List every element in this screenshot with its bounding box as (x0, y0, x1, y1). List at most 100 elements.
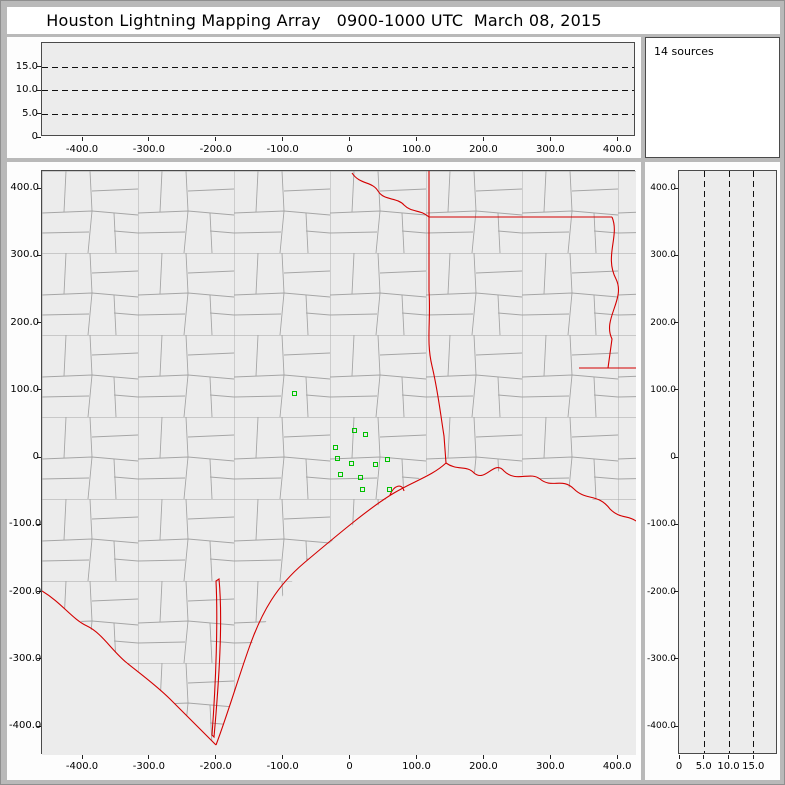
y-tick-mark (37, 187, 41, 189)
lma-station-marker (357, 474, 363, 480)
dashed-altitude-line (753, 171, 755, 753)
x-tick-label: -300.0 (132, 761, 166, 772)
dashed-altitude-line (703, 171, 705, 753)
texas-map-graphic (42, 171, 636, 755)
lma-station-marker (291, 390, 297, 396)
lma-station-marker (373, 462, 379, 468)
x-tick-label: 100.0 (402, 761, 431, 772)
x-tick-label: 400.0 (602, 144, 632, 155)
x-tick-mark (416, 755, 417, 759)
lma-station-marker (386, 486, 392, 492)
y-tick-mark (37, 725, 41, 727)
x-tick-label: -100.0 (266, 761, 299, 772)
y-tick-mark (37, 658, 41, 660)
x-tick-mark (416, 137, 417, 141)
state-borders-layer (42, 171, 636, 746)
texas-coastline (215, 462, 447, 746)
x-tick-mark (549, 755, 551, 759)
x-tick-mark (215, 755, 217, 759)
x-tick-label: 200.0 (469, 761, 498, 772)
x-tick-mark (703, 755, 705, 759)
y-tick-mark (674, 322, 678, 323)
x-tick-mark (349, 755, 351, 759)
y-tick-label: 300.0 (10, 249, 39, 261)
y-tick-label: -100.0 (647, 519, 677, 530)
x-tick-mark (282, 755, 284, 759)
x-tick-label: 15.0 (742, 761, 765, 772)
x-tick-mark (482, 755, 484, 759)
x-tick-mark (616, 755, 618, 759)
y-tick-mark (37, 66, 41, 67)
x-tick-mark (482, 137, 484, 141)
y-tick-label: -400.0 (9, 720, 42, 731)
x-tick-label: 200.0 (469, 144, 498, 155)
dashed-altitude-line (42, 90, 634, 91)
y-tick-label: -400.0 (647, 721, 677, 731)
x-tick-label: -200.0 (199, 144, 232, 155)
y-tick-label: 15.0 (15, 60, 38, 72)
y-tick-mark (674, 591, 678, 592)
y-tick-label: 0 (32, 451, 39, 462)
y-tick-label: -200.0 (647, 586, 677, 597)
x-tick-label: 400.0 (602, 761, 632, 772)
x-tick-label: 0 (675, 761, 683, 772)
louisiana-coastline (445, 462, 636, 522)
x-tick-label: 10.0 (717, 761, 740, 772)
y-tick-label: -300.0 (647, 653, 677, 664)
lma-station-marker (384, 456, 390, 462)
y-tick-mark (674, 725, 678, 727)
lma-station-marker (363, 431, 369, 437)
lma-station-marker (351, 428, 357, 434)
rio-grande-border (42, 590, 217, 746)
galveston-bay (389, 485, 405, 496)
y-tick-label: -100.0 (9, 518, 42, 530)
y-tick-mark (37, 89, 41, 91)
altitude-ns-panel: 0 5.0 10.0 15.0 400.0 300.0 200.0 100.0 0 -100.0 -… (645, 162, 780, 780)
altitude-ew-panel: -400.0 -300.0 -200.0 -100.0 0 100.0 200.0 300.0… (7, 37, 641, 158)
altitude-ew-plot: -400.0 -300.0 -200.0 -100.0 0 100.0 200.0 300.0… (16, 42, 635, 155)
x-tick-mark (148, 137, 150, 141)
x-tick-label: -400.0 (65, 761, 99, 772)
y-tick-label: -200.0 (9, 585, 42, 597)
y-tick-label: 400.0 (650, 183, 676, 193)
y-tick-mark (674, 523, 678, 525)
figure-title: Houston Lightning Mapping Array 0900-100… (46, 11, 602, 30)
x-tick-label: 300.0 (535, 761, 565, 772)
x-tick-mark (349, 137, 351, 141)
x-tick-mark (215, 137, 217, 141)
lma-station-marker (334, 456, 340, 462)
y-tick-label: 400.0 (10, 182, 39, 193)
y-tick-mark (37, 523, 41, 525)
lma-station-marker (333, 444, 339, 450)
y-tick-label: 200.0 (10, 316, 39, 328)
y-tick-mark (37, 136, 41, 138)
lma-station-marker (359, 486, 365, 492)
x-tick-label: 300.0 (535, 144, 565, 155)
plan-view-map: -400.0 -300.0 -200.0 -100.0 0 100.0 200.0 300.0… (9, 170, 636, 772)
y-tick-label: 200.0 (650, 317, 676, 328)
y-tick-mark (37, 591, 41, 592)
x-tick-label: 0 (346, 761, 353, 772)
x-tick-label: -100.0 (266, 144, 299, 155)
altitude-ns-plot: 0 5.0 10.0 15.0 400.0 300.0 200.0 100.0 0 -100.0 -… (647, 170, 777, 772)
lma-station-marker (337, 472, 343, 478)
y-tick-label: 10.0 (15, 84, 38, 95)
x-tick-label: -300.0 (132, 144, 166, 155)
padre-island (211, 578, 222, 739)
x-tick-mark (728, 755, 729, 759)
y-tick-mark (37, 254, 41, 256)
y-tick-label: -300.0 (9, 652, 42, 664)
y-tick-mark (37, 389, 41, 391)
mississippi-river-border (607, 216, 619, 369)
title-bar: Houston Lightning Mapping Array 0900-100… (7, 7, 780, 34)
y-tick-label: 100.0 (10, 383, 39, 395)
x-tick-mark (81, 137, 83, 141)
x-tick-mark (616, 137, 618, 141)
x-tick-label: 5.0 (695, 761, 712, 772)
sources-panel: 14 sources (645, 37, 780, 158)
x-tick-mark (752, 755, 754, 759)
x-tick-label: 100.0 (402, 144, 431, 155)
x-tick-label: 0 (346, 144, 353, 155)
x-tick-mark (81, 755, 83, 759)
dashed-altitude-line (728, 171, 730, 753)
